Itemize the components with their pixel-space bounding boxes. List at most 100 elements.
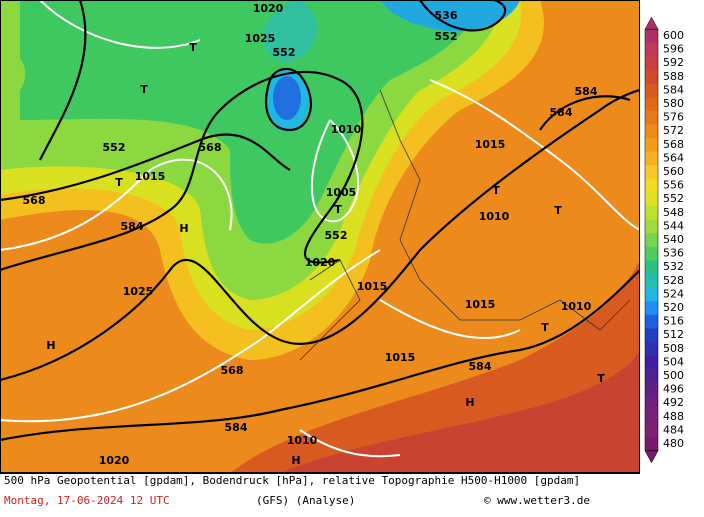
colorbar-swatch <box>645 246 658 261</box>
map-label: 584 <box>469 360 492 373</box>
colorbar-swatch <box>645 83 658 98</box>
map-label: T <box>334 203 342 216</box>
colorbar-label: 532 <box>663 260 684 273</box>
colorbar-label: 488 <box>663 410 684 423</box>
map-label: 1015 <box>357 280 388 293</box>
colorbar-swatch <box>645 192 658 207</box>
map-label: T <box>541 321 549 334</box>
map-label: 1020 <box>253 2 284 15</box>
colorbar-label: 568 <box>663 138 684 151</box>
map-label: 552 <box>103 141 126 154</box>
map-label: 1025 <box>123 285 154 298</box>
colorbar-label: 480 <box>663 437 684 450</box>
colorbar-swatch <box>645 369 658 384</box>
map-label: T <box>597 372 605 385</box>
map-frame <box>0 0 640 473</box>
colorbar-label: 516 <box>663 315 684 328</box>
colorbar-swatch <box>645 410 658 425</box>
colorbar-label: 544 <box>663 219 684 232</box>
colorbar-swatch <box>645 138 658 153</box>
colorbar-swatch <box>645 260 658 275</box>
colorbar-label: 500 <box>663 369 684 382</box>
map-field <box>0 0 640 473</box>
colorbar-label: 528 <box>663 274 684 287</box>
colorbar-swatch <box>645 97 658 112</box>
colorbar-label: 588 <box>663 70 684 83</box>
colorbar-swatch <box>645 233 658 248</box>
colorbar-label: 508 <box>663 342 684 355</box>
colorbar-label: 584 <box>663 83 684 96</box>
colorbar-swatch <box>645 301 658 316</box>
map-label: T <box>140 83 148 96</box>
map-label: 1020 <box>305 256 336 269</box>
map-label: 584 <box>575 85 598 98</box>
colorbar-cap-bottom <box>644 450 659 464</box>
map-label: T <box>189 41 197 54</box>
colorbar-swatch <box>645 110 658 125</box>
colorbar-label: 596 <box>663 43 684 56</box>
colorbar-swatch <box>645 124 658 139</box>
map-label: 552 <box>435 30 458 43</box>
map-label: 584 <box>121 220 144 233</box>
map-label: T <box>492 184 500 197</box>
colorbar-label: 548 <box>663 206 684 219</box>
colorbar-label: 560 <box>663 165 684 178</box>
map-label: 552 <box>325 229 348 242</box>
colorbar-swatch <box>645 314 658 329</box>
colorbar-swatch <box>645 328 658 343</box>
colorbar-swatch <box>645 396 658 411</box>
colorbar-label: 492 <box>663 396 684 409</box>
map-label: H <box>291 454 300 467</box>
caption-line: 500 hPa Geopotential [gpdam], Bodendruck… <box>4 474 580 487</box>
colorbar-swatch <box>645 151 658 166</box>
colorbar-swatch <box>645 382 658 397</box>
map-label: T <box>554 204 562 217</box>
colorbar-label: 540 <box>663 233 684 246</box>
map-label: 552 <box>273 46 296 59</box>
map-label: H <box>465 396 474 409</box>
map-label: 1010 <box>331 123 362 136</box>
colorbar-label: 536 <box>663 247 684 260</box>
colorbar-label: 556 <box>663 179 684 192</box>
colorbar-label: 580 <box>663 97 684 110</box>
caption-model: (GFS) (Analyse) <box>256 494 355 507</box>
colorbar-swatch <box>645 219 658 234</box>
map-label: T <box>115 176 123 189</box>
caption-date: Montag, 17-06-2024 12 UTC <box>4 494 170 507</box>
colorbar-swatch <box>645 206 658 221</box>
map-label: 1010 <box>287 434 318 447</box>
map-label: H <box>179 222 188 235</box>
map-label: 584 <box>550 106 573 119</box>
colorbar: 6005965925885845805765725685645605565525… <box>644 16 684 464</box>
colorbar-swatch <box>645 56 658 71</box>
map-label: 1005 <box>326 186 357 199</box>
colorbar-label: 592 <box>663 56 684 69</box>
map-label: 568 <box>221 364 244 377</box>
colorbar-swatch <box>645 165 658 180</box>
map-label: 1010 <box>561 300 592 313</box>
colorbar-swatch <box>645 42 658 57</box>
colorbar-label: 600 <box>663 29 684 42</box>
colorbar-label: 524 <box>663 287 684 300</box>
map-label: H <box>46 339 55 352</box>
colorbar-frame <box>644 28 659 452</box>
colorbar-swatch <box>645 342 658 357</box>
map-label: 568 <box>23 194 46 207</box>
colorbar-label: 576 <box>663 111 684 124</box>
colorbar-label: 520 <box>663 301 684 314</box>
colorbar-cap-top <box>644 16 659 30</box>
map-label: 1015 <box>475 138 506 151</box>
colorbar-label: 504 <box>663 355 684 368</box>
colorbar-swatch <box>645 437 658 452</box>
map-label: 1010 <box>479 210 510 223</box>
colorbar-label: 484 <box>663 423 684 436</box>
map-label: 584 <box>225 421 248 434</box>
colorbar-swatch <box>645 70 658 85</box>
map-label: 1015 <box>135 170 166 183</box>
map-label: 1025 <box>245 32 276 45</box>
colorbar-label: 552 <box>663 192 684 205</box>
colorbar-label: 564 <box>663 151 684 164</box>
colorbar-swatch <box>645 355 658 370</box>
map-label: 568 <box>199 141 222 154</box>
